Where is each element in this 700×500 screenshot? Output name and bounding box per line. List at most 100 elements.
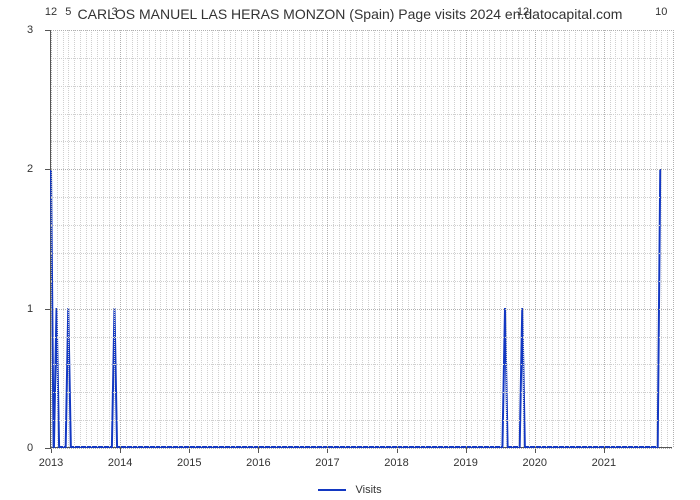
- grid-minor-v: [103, 30, 104, 447]
- x-tick-label: 2020: [523, 457, 547, 469]
- grid-minor-v: [460, 30, 461, 447]
- grid-minor-v: [437, 30, 438, 447]
- grid-minor-v: [356, 30, 357, 447]
- grid-minor-v: [414, 30, 415, 447]
- grid-minor-v: [650, 30, 651, 447]
- grid-minor-h: [51, 420, 672, 421]
- x-tick-label: 2021: [592, 457, 616, 469]
- grid-minor-v: [552, 30, 553, 447]
- grid-minor-v: [235, 30, 236, 447]
- grid-minor-h: [51, 114, 672, 115]
- grid-minor-h: [51, 141, 672, 142]
- grid-minor-v: [523, 30, 524, 447]
- grid-minor-v: [155, 30, 156, 447]
- grid-minor-h: [51, 225, 672, 226]
- grid-major-v: [120, 30, 121, 447]
- grid-minor-v: [183, 30, 184, 447]
- grid-major-v: [466, 30, 467, 447]
- grid-minor-v: [592, 30, 593, 447]
- grid-major-v: [604, 30, 605, 447]
- grid-minor-v: [454, 30, 455, 447]
- x-tick-label: 2017: [315, 457, 339, 469]
- value-label: 10: [655, 6, 667, 18]
- grid-minor-v: [172, 30, 173, 447]
- grid-minor-h: [51, 86, 672, 87]
- grid-minor-v: [74, 30, 75, 447]
- grid-minor-v: [126, 30, 127, 447]
- grid-minor-v: [379, 30, 380, 447]
- grid-minor-v: [230, 30, 231, 447]
- grid-minor-v: [350, 30, 351, 447]
- grid-minor-v: [541, 30, 542, 447]
- x-tick-label: 2019: [453, 457, 477, 469]
- grid-minor-v: [143, 30, 144, 447]
- grid-minor-v: [241, 30, 242, 447]
- grid-minor-v: [368, 30, 369, 447]
- grid-minor-v: [160, 30, 161, 447]
- grid-minor-v: [471, 30, 472, 447]
- grid-minor-v: [201, 30, 202, 447]
- grid-major-v: [258, 30, 259, 447]
- grid-minor-v: [224, 30, 225, 447]
- grid-minor-v: [270, 30, 271, 447]
- grid-minor-v: [281, 30, 282, 447]
- legend-swatch: [318, 489, 346, 491]
- grid-minor-v: [80, 30, 81, 447]
- grid-major-h: [51, 169, 672, 170]
- plot-area: 2013201420152016201720182019202020210123…: [50, 30, 672, 448]
- grid-minor-v: [137, 30, 138, 447]
- grid-minor-v: [661, 30, 662, 447]
- grid-minor-v: [97, 30, 98, 447]
- grid-minor-v: [587, 30, 588, 447]
- grid-minor-v: [299, 30, 300, 447]
- grid-minor-h: [51, 364, 672, 365]
- x-tick-label: 2015: [177, 457, 201, 469]
- grid-minor-v: [489, 30, 490, 447]
- grid-minor-v: [391, 30, 392, 447]
- grid-minor-v: [385, 30, 386, 447]
- grid-minor-v: [420, 30, 421, 447]
- grid-minor-v: [408, 30, 409, 447]
- grid-minor-v: [212, 30, 213, 447]
- x-tick-label: 2018: [384, 457, 408, 469]
- grid-minor-v: [316, 30, 317, 447]
- grid-major-h: [51, 30, 672, 31]
- grid-minor-v: [575, 30, 576, 447]
- grid-minor-h: [51, 58, 672, 59]
- y-tick: [45, 30, 51, 31]
- grid-minor-v: [477, 30, 478, 447]
- x-tick-label: 2016: [246, 457, 270, 469]
- grid-minor-v: [402, 30, 403, 447]
- grid-minor-v: [310, 30, 311, 447]
- y-tick-label: 3: [27, 24, 33, 36]
- grid-minor-v: [86, 30, 87, 447]
- grid-minor-v: [322, 30, 323, 447]
- grid-minor-h: [51, 337, 672, 338]
- legend: Visits: [0, 484, 700, 496]
- grid-minor-v: [333, 30, 334, 447]
- grid-major-v: [327, 30, 328, 447]
- y-tick-label: 2: [27, 163, 33, 175]
- y-tick: [45, 309, 51, 310]
- grid-minor-v: [564, 30, 565, 447]
- grid-minor-v: [293, 30, 294, 447]
- grid-minor-v: [448, 30, 449, 447]
- grid-major-h: [51, 309, 672, 310]
- grid-minor-v: [207, 30, 208, 447]
- grid-minor-v: [656, 30, 657, 447]
- value-label: 12: [45, 6, 57, 18]
- value-label: 12: [517, 6, 529, 18]
- grid-minor-v: [483, 30, 484, 447]
- grid-minor-v: [425, 30, 426, 447]
- grid-major-h: [51, 448, 672, 449]
- grid-major-v: [397, 30, 398, 447]
- value-label: 5: [65, 6, 71, 18]
- grid-minor-h: [51, 253, 672, 254]
- grid-minor-v: [287, 30, 288, 447]
- grid-major-v: [673, 30, 674, 447]
- grid-minor-v: [253, 30, 254, 447]
- grid-minor-v: [109, 30, 110, 447]
- x-tick-label: 2013: [39, 457, 63, 469]
- grid-minor-v: [518, 30, 519, 447]
- grid-minor-v: [276, 30, 277, 447]
